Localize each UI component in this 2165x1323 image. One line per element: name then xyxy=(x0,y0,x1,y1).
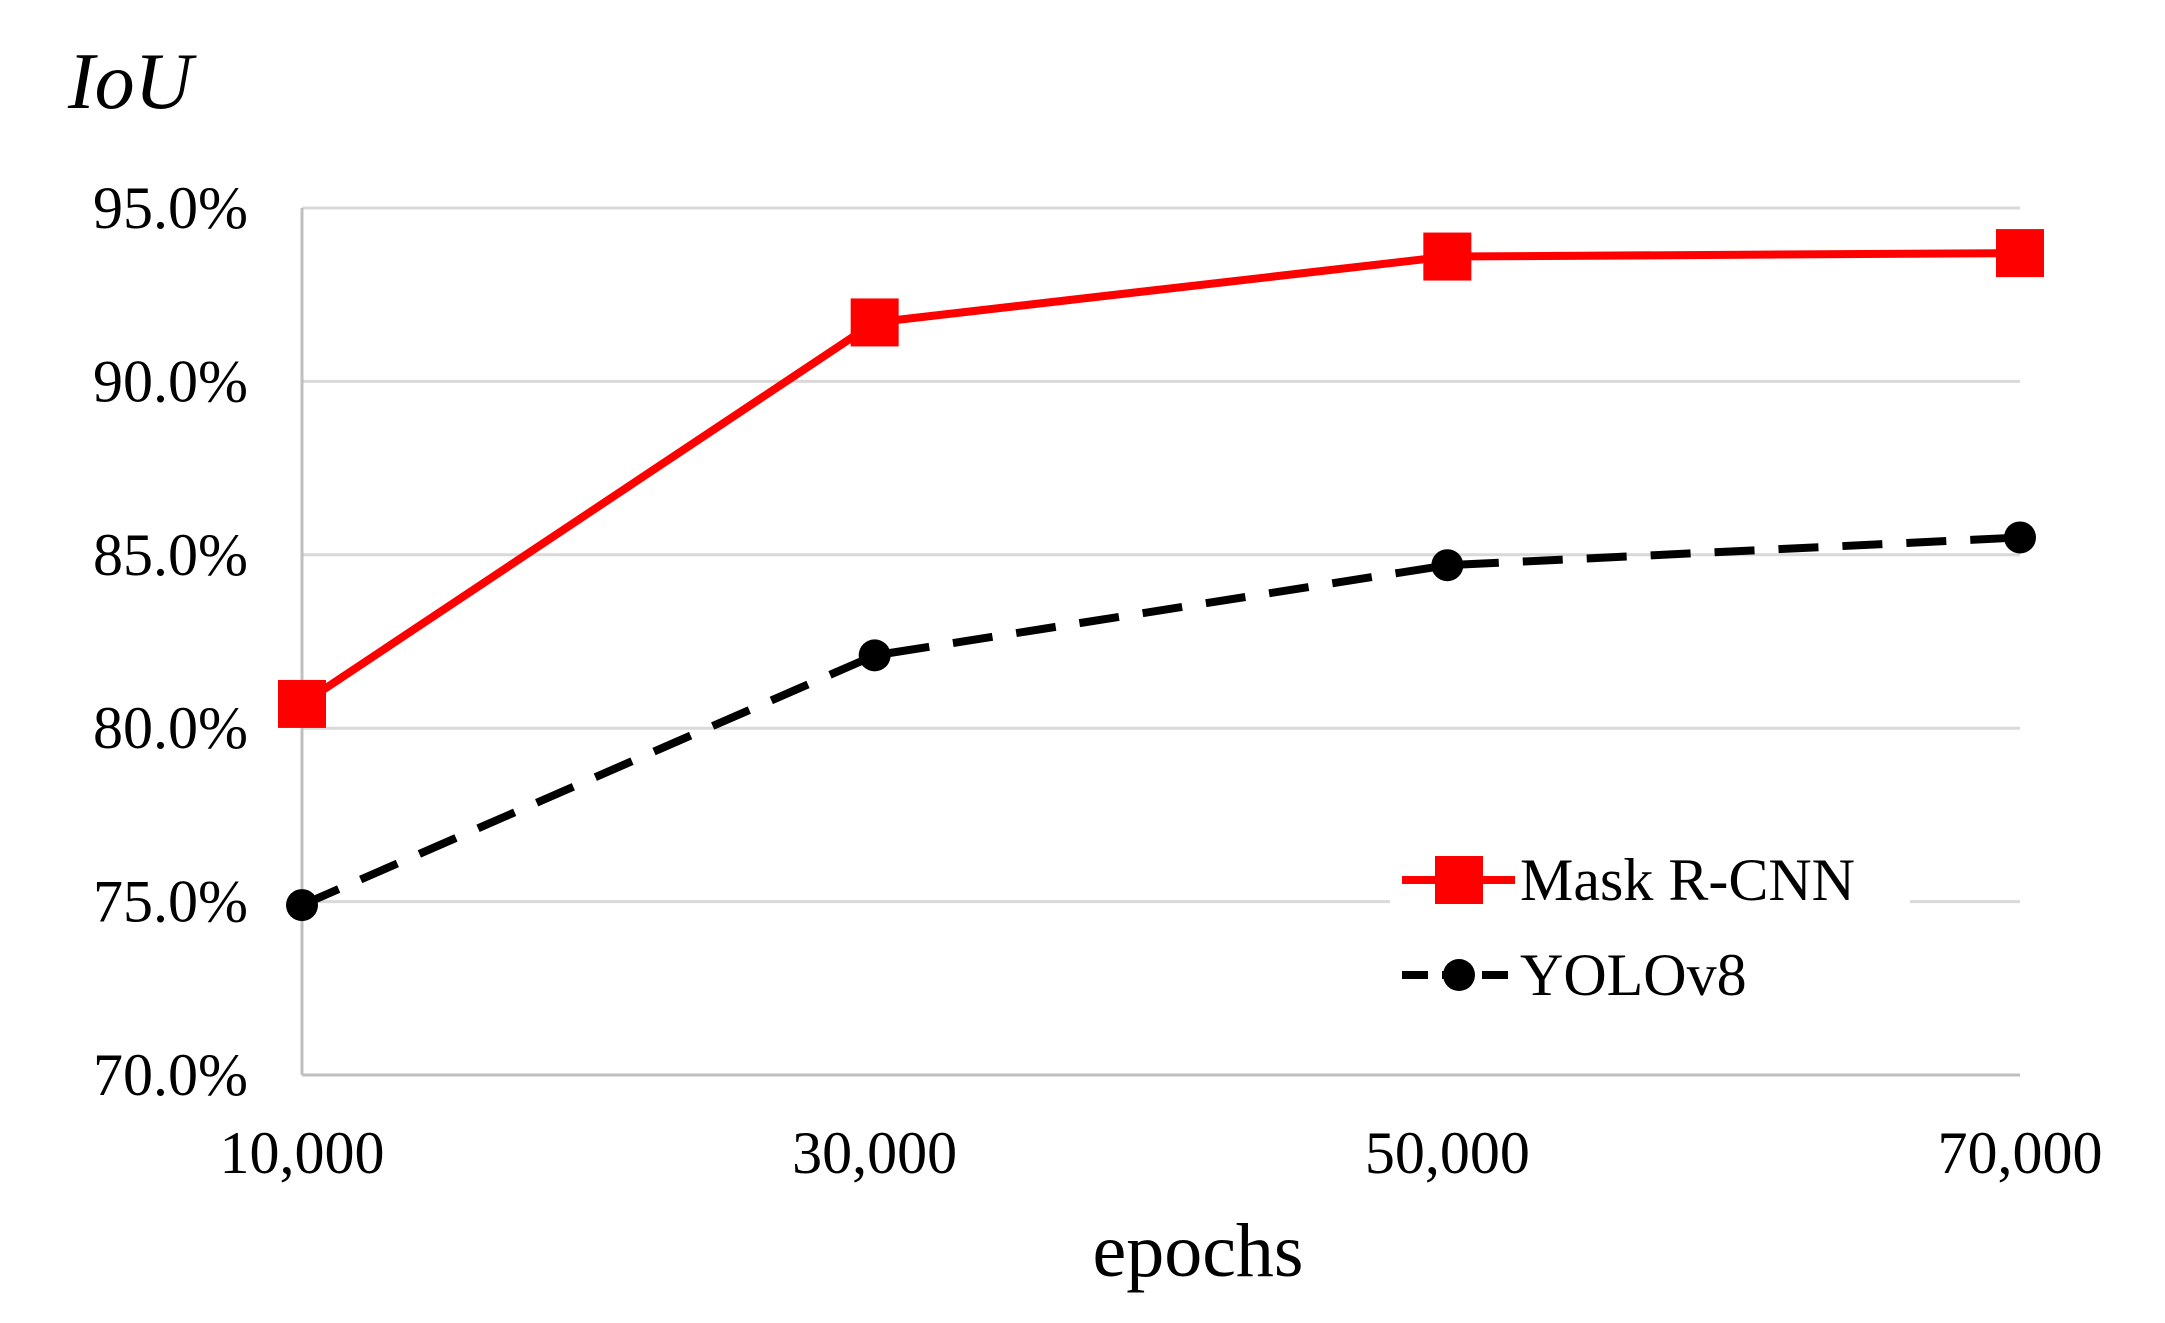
y-tick-label-4: 90.0% xyxy=(93,348,248,414)
legend: Mask R-CNN YOLOv8 xyxy=(1390,845,1910,1025)
y-tick-label-5: 95.0% xyxy=(93,175,248,241)
legend-marker-1 xyxy=(1443,959,1475,991)
x-tick-label-3: 70,000 xyxy=(1938,1120,2103,1186)
y-axis-title: IoU xyxy=(67,38,198,126)
series xyxy=(278,229,2044,922)
y-tick-labels: 70.0% 75.0% 80.0% 85.0% 90.0% 95.0% xyxy=(93,175,248,1108)
x-tick-label-0: 10,000 xyxy=(220,1120,385,1186)
x-tick-label-2: 50,000 xyxy=(1365,1120,1530,1186)
x-axis-title: epochs xyxy=(1092,1209,1303,1293)
gridlines xyxy=(302,206,2020,904)
data-point-1-0 xyxy=(286,889,318,922)
data-point-0-3 xyxy=(1996,229,2044,278)
data-point-0-2 xyxy=(1423,232,1472,281)
series-0 xyxy=(278,229,2044,728)
legend-label-1: YOLOv8 xyxy=(1520,942,1747,1008)
x-tick-label-1: 30,000 xyxy=(792,1120,957,1186)
series-line-0 xyxy=(299,249,2021,708)
y-tick-label-2: 80.0% xyxy=(93,695,248,761)
data-point-0-0 xyxy=(278,679,326,728)
data-point-1-2 xyxy=(1431,549,1464,582)
data-point-1-1 xyxy=(858,639,891,672)
legend-label-0: Mask R-CNN xyxy=(1520,847,1855,913)
y-tick-label-3: 85.0% xyxy=(93,522,248,588)
legend-item-1: YOLOv8 xyxy=(1402,942,1747,1008)
y-tick-label-0: 70.0% xyxy=(93,1042,248,1108)
x-tick-labels: 10,000 30,000 50,000 70,000 xyxy=(220,1120,2103,1186)
y-tick-label-1: 75.0% xyxy=(93,869,248,935)
legend-marker-0 xyxy=(1435,856,1483,904)
series-1 xyxy=(286,521,2036,922)
data-point-0-1 xyxy=(850,298,899,347)
series-line-1 xyxy=(300,533,2021,909)
axes xyxy=(300,208,2020,1077)
data-point-1-3 xyxy=(2004,521,2036,554)
legend-item-0: Mask R-CNN xyxy=(1402,847,1855,913)
